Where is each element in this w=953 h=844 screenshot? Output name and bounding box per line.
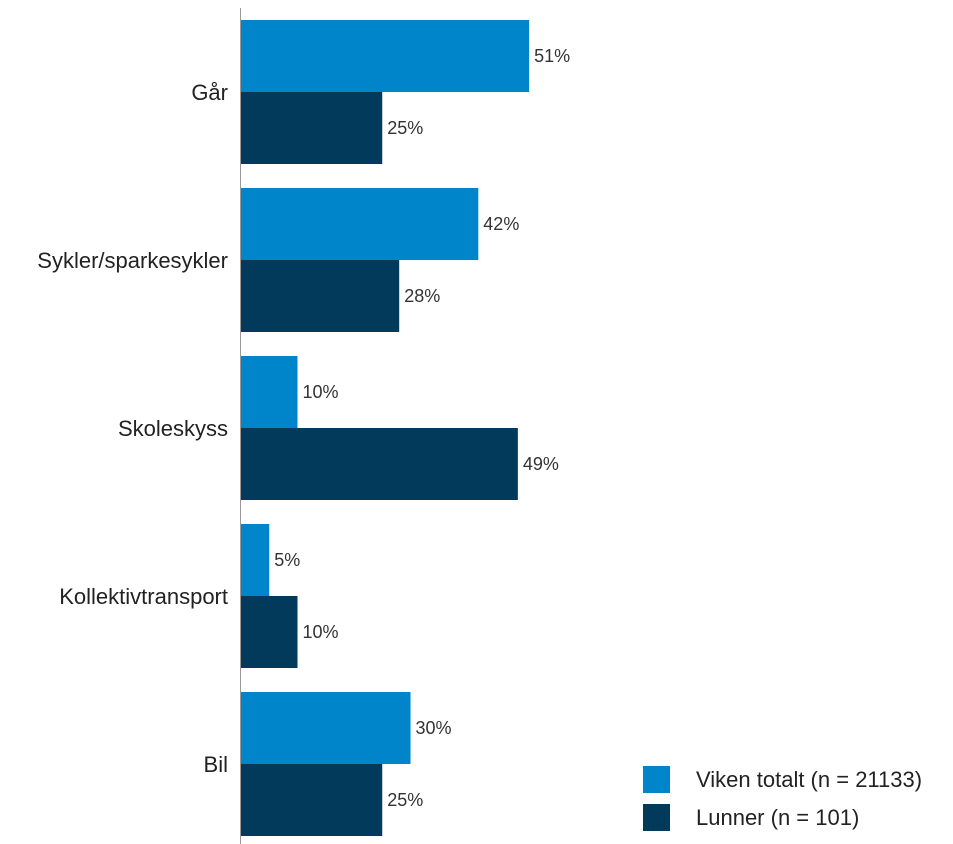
bar-lunner	[241, 764, 383, 836]
data-label: 25%	[387, 118, 423, 138]
category-label: Kollektivtransport	[59, 584, 228, 609]
legend-swatch	[643, 804, 670, 831]
category-label: Sykler/sparkesykler	[37, 248, 228, 273]
data-label: 25%	[387, 790, 423, 810]
data-label: 51%	[534, 46, 570, 66]
legend-swatch	[643, 766, 670, 793]
data-label: 10%	[303, 622, 339, 642]
bar-viken	[241, 188, 479, 260]
category-label: Går	[191, 80, 228, 105]
legend-entry-label: Lunner (n = 101)	[696, 805, 859, 830]
data-label: 28%	[404, 286, 440, 306]
legend-entry-label: Viken totalt (n = 21133)	[696, 767, 922, 792]
category-label: Skoleskyss	[118, 416, 228, 441]
bar-lunner	[241, 92, 383, 164]
bar-viken	[241, 356, 298, 428]
legend: Viken totalt (n = 21133) Lunner (n = 101)	[643, 766, 922, 831]
labels-layer: Går 51% 25% Sykler/sparkesykler 42% 28% Skoles…	[37, 46, 570, 810]
bar-viken	[241, 20, 530, 92]
data-label: 30%	[416, 718, 452, 738]
bars-layer	[241, 20, 530, 836]
data-label: 49%	[523, 454, 559, 474]
bar-lunner	[241, 596, 298, 668]
data-label: 10%	[303, 382, 339, 402]
category-label: Bil	[204, 752, 228, 777]
data-label: 42%	[483, 214, 519, 234]
bar-viken	[241, 692, 411, 764]
bar-lunner	[241, 260, 400, 332]
bar-lunner	[241, 428, 518, 500]
data-label: 5%	[274, 550, 300, 570]
bar-viken	[241, 524, 270, 596]
